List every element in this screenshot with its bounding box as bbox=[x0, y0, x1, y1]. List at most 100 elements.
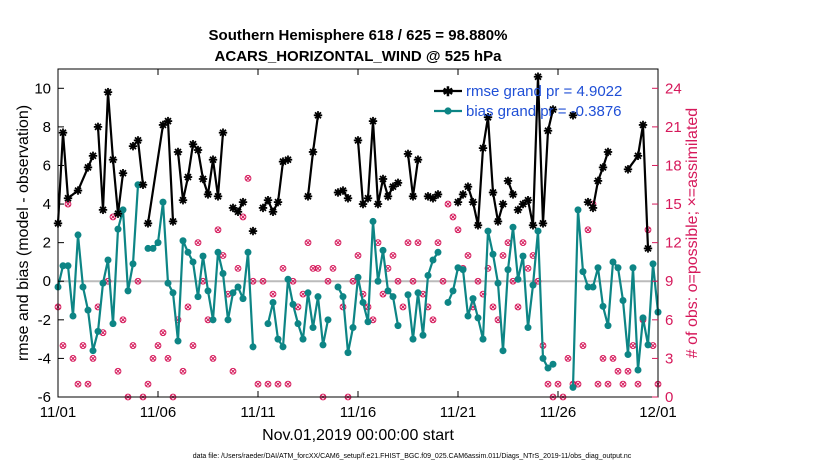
rmse-point bbox=[238, 197, 248, 207]
rmse-point bbox=[478, 143, 488, 153]
rmse-point bbox=[283, 155, 293, 164]
obs-marker bbox=[634, 380, 642, 388]
bias-point bbox=[649, 260, 657, 268]
obs-marker bbox=[454, 226, 462, 234]
bias-point bbox=[614, 264, 622, 272]
x-axis-label: Nov.01,2019 00:00:00 start bbox=[262, 427, 454, 444]
obs-marker bbox=[89, 355, 97, 362]
obs-marker bbox=[399, 303, 407, 311]
bias-point bbox=[349, 324, 357, 332]
bias-point bbox=[204, 287, 212, 295]
obs-marker bbox=[554, 380, 562, 388]
rmse-point bbox=[118, 168, 128, 178]
legend-bias-marker bbox=[444, 107, 452, 115]
x-tick-label: 11/11 bbox=[240, 404, 275, 421]
bias-point bbox=[484, 227, 492, 235]
y-tick-label: 2 bbox=[43, 235, 51, 252]
bias-point bbox=[264, 320, 272, 328]
bias-point bbox=[94, 327, 102, 335]
rmse-point bbox=[358, 199, 368, 209]
obs-marker bbox=[114, 367, 122, 375]
rmse-point bbox=[263, 196, 273, 205]
obs-marker bbox=[439, 277, 447, 285]
bias-point bbox=[449, 287, 457, 295]
bias-point bbox=[539, 354, 547, 362]
right-y-tick-label: 21 bbox=[665, 119, 682, 136]
bias-point bbox=[344, 349, 352, 357]
rmse-point bbox=[353, 136, 363, 145]
obs-marker bbox=[234, 264, 242, 272]
bias-point bbox=[154, 239, 162, 247]
bias-point bbox=[99, 279, 107, 287]
rmse-point bbox=[408, 192, 418, 201]
bias-point bbox=[114, 225, 122, 233]
bias-point bbox=[309, 324, 317, 332]
bias-point bbox=[269, 298, 277, 306]
obs-marker bbox=[519, 239, 527, 247]
rmse-point bbox=[528, 221, 538, 230]
rmse-point bbox=[548, 105, 558, 114]
rmse-point bbox=[523, 196, 533, 205]
obs-marker bbox=[269, 290, 277, 298]
right-y-tick-label: 6 bbox=[665, 312, 673, 329]
x-tick-label: 11/26 bbox=[540, 404, 576, 421]
right-y-tick-label: 12 bbox=[665, 235, 682, 252]
bias-point bbox=[474, 314, 482, 322]
obs-marker bbox=[579, 342, 587, 349]
obs-marker bbox=[614, 367, 622, 375]
rmse-point bbox=[133, 136, 143, 145]
rmse-point bbox=[163, 116, 173, 126]
legend-bias-label: bias grand pr = -0.3876 bbox=[466, 103, 622, 120]
bias-point bbox=[64, 262, 72, 270]
bias-point bbox=[129, 260, 137, 268]
obs-marker bbox=[329, 264, 337, 272]
y-axis-ticks: -6 -4 -2 0 2 4 6 8 10 bbox=[34, 80, 64, 406]
x-tick-label: 11/01 bbox=[40, 404, 76, 421]
obs-marker bbox=[389, 252, 397, 259]
bias-point bbox=[584, 283, 592, 291]
rmse-line bbox=[627, 123, 650, 249]
obs-marker bbox=[624, 367, 632, 375]
legend: ✱ rmse grand pr = 4.9022 bias grand pr =… bbox=[434, 83, 622, 120]
y-tick-label: -2 bbox=[38, 312, 51, 329]
bias-point bbox=[409, 335, 417, 343]
rmse-line bbox=[96, 91, 125, 215]
bias-point bbox=[604, 322, 612, 330]
obs-marker bbox=[279, 264, 287, 272]
bias-point bbox=[104, 256, 112, 264]
obs-marker bbox=[474, 277, 482, 285]
obs-marker bbox=[149, 355, 157, 362]
bias-point bbox=[389, 293, 397, 301]
rmse-point bbox=[88, 151, 98, 161]
obs-marker bbox=[194, 239, 202, 247]
bias-point bbox=[529, 281, 537, 289]
bias-point bbox=[59, 262, 67, 270]
rmse-point bbox=[338, 186, 348, 195]
rmse-point bbox=[593, 176, 603, 186]
bias-point bbox=[189, 258, 197, 266]
bias-point bbox=[334, 283, 342, 291]
rmse-point bbox=[378, 174, 388, 184]
obs-marker bbox=[239, 213, 247, 221]
rmse-point bbox=[483, 113, 493, 122]
rmse-point bbox=[568, 111, 578, 120]
rmse-point bbox=[368, 116, 378, 126]
obs-marker bbox=[544, 380, 552, 388]
rmse-point bbox=[503, 176, 513, 186]
obs-marker bbox=[79, 342, 87, 349]
bias-point bbox=[394, 322, 402, 330]
x-tick-label: 12/01 bbox=[639, 404, 677, 421]
rmse-point bbox=[383, 192, 393, 201]
obs-marker bbox=[324, 277, 332, 285]
bias-point bbox=[619, 297, 627, 305]
bias-point bbox=[239, 295, 247, 303]
bias-point bbox=[479, 335, 487, 343]
bias-point bbox=[274, 335, 282, 343]
x-tick-label: 11/21 bbox=[440, 404, 476, 421]
bias-point bbox=[179, 237, 187, 245]
bias-point bbox=[89, 347, 97, 355]
bias-point bbox=[164, 279, 172, 287]
obs-marker bbox=[594, 380, 602, 388]
obs-marker bbox=[159, 329, 167, 337]
